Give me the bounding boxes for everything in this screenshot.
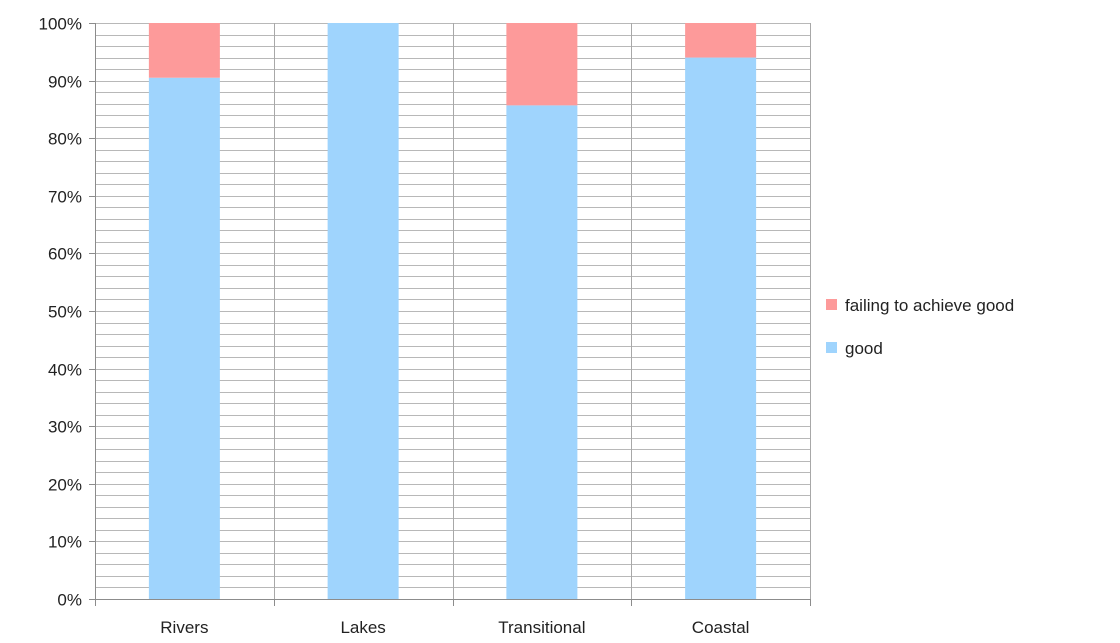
y-tick-label: 60% (48, 245, 82, 264)
y-tick-label: 100% (39, 15, 82, 34)
y-tick-label: 10% (48, 533, 82, 552)
bar-rivers-failing-to-achieve-good (148, 23, 220, 78)
legend-label: good (845, 339, 883, 358)
legend-swatch (826, 299, 837, 310)
x-tick-label: Coastal (692, 618, 750, 637)
legend: failing to achieve good good (826, 296, 1014, 358)
y-tick-label: 70% (48, 188, 82, 207)
bar-coastal-good (685, 57, 757, 600)
y-tick-label: 30% (48, 418, 82, 437)
x-tick-label: Lakes (340, 618, 385, 637)
bar-transitional-good (506, 105, 578, 600)
bar-transitional-failing-to-achieve-good (506, 23, 578, 106)
y-tick-label: 40% (48, 361, 82, 380)
y-tick-label: 0% (57, 591, 82, 610)
y-tick-label: 80% (48, 130, 82, 149)
axes: 0% 10% 20% 30% 40% 50% 60% 70% 80% 90% 100% Rivers L… (39, 15, 811, 637)
bar-rivers-good (148, 77, 220, 600)
x-tick-label: Transitional (498, 618, 585, 637)
legend-swatch (826, 342, 837, 353)
bar-lakes-good (327, 23, 399, 599)
legend-label: failing to achieve good (845, 296, 1014, 315)
bars (148, 23, 757, 600)
x-tick-label: Rivers (160, 618, 208, 637)
bar-coastal-failing-to-achieve-good (685, 23, 757, 58)
y-tick-label: 50% (48, 303, 82, 322)
y-tick-label: 20% (48, 476, 82, 495)
y-tick-label: 90% (48, 73, 82, 92)
